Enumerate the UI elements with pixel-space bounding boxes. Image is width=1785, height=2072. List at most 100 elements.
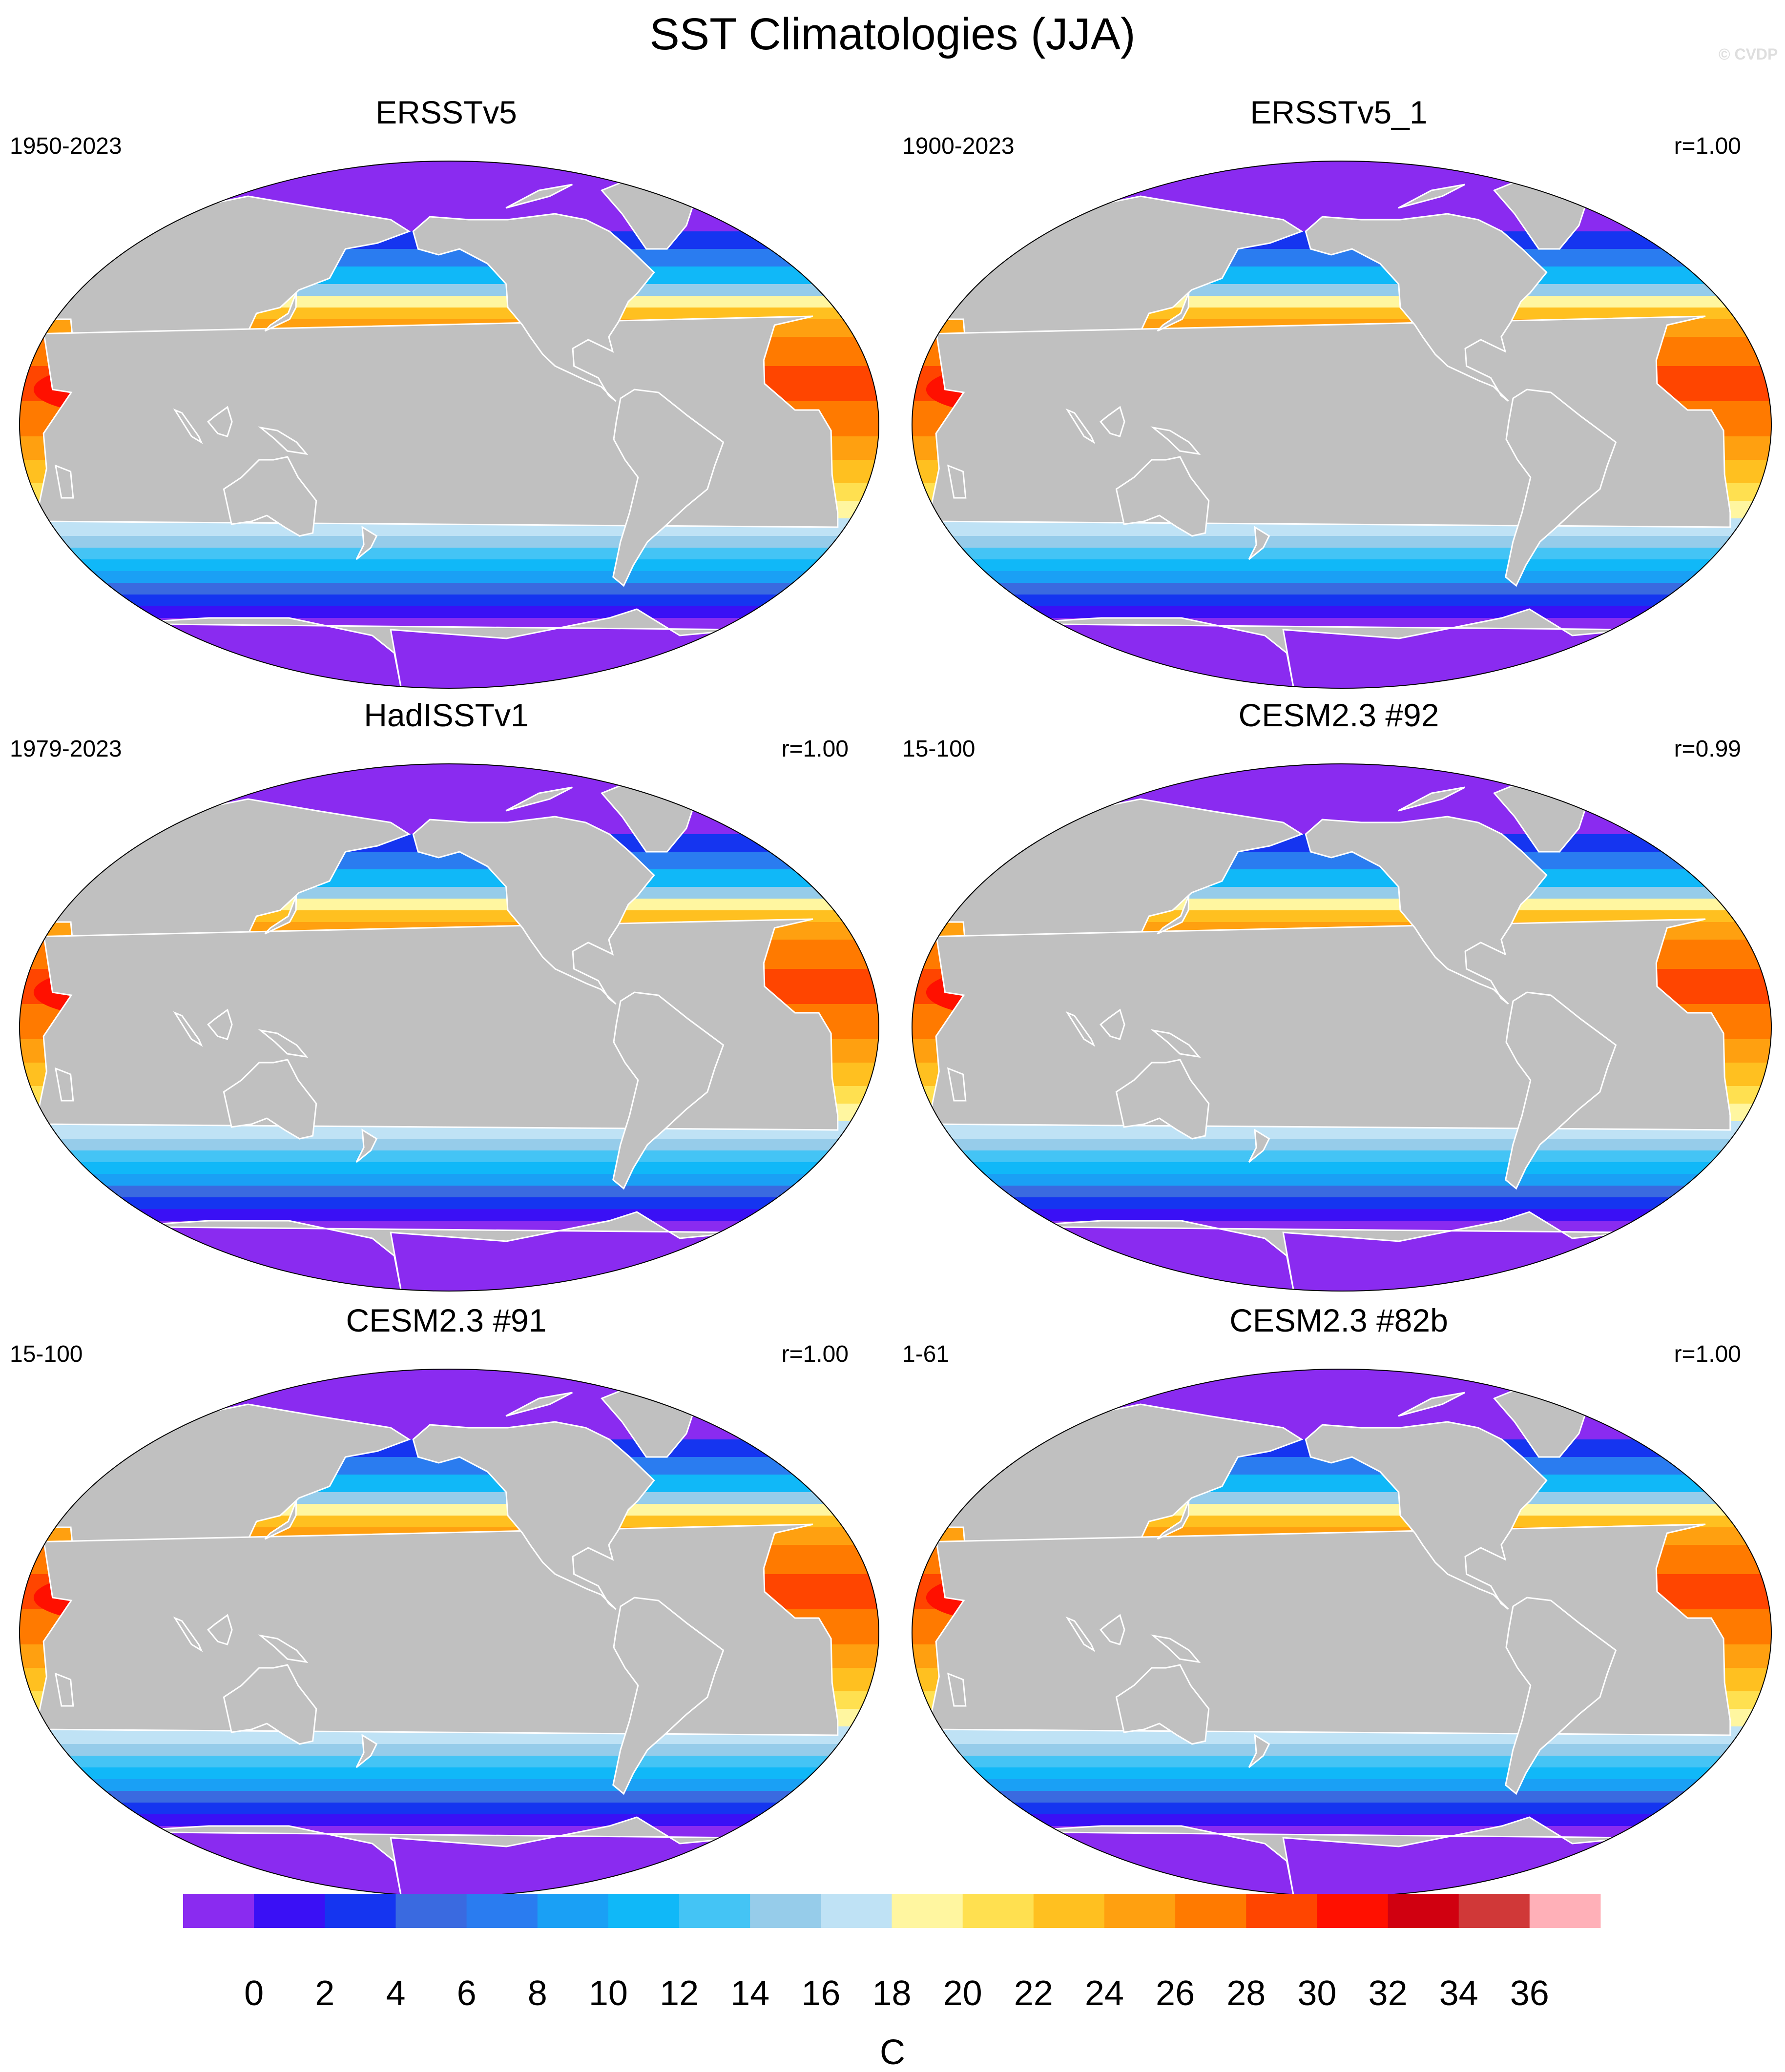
colorbar-tick-label: 18 xyxy=(872,1974,911,2013)
panel-title: CESM2.3 #82b xyxy=(1229,1302,1448,1338)
land-mass xyxy=(1157,1500,1190,1540)
colorbar-tick-label: 0 xyxy=(244,1974,264,2013)
sst-band xyxy=(20,583,879,595)
panel-period: 15-100 xyxy=(902,736,976,762)
land-mass xyxy=(1100,1614,1125,1645)
map-border xyxy=(912,763,1772,1292)
sst-band xyxy=(20,1174,879,1186)
land-mass xyxy=(207,406,233,437)
panel-title: HadISSTv1 xyxy=(364,697,529,733)
panel-cesm23-82b: CESM2.3 #82b 1-61 r=1.00 xyxy=(892,1296,1785,1901)
colorbar-swatch xyxy=(1529,1894,1601,1928)
map-border xyxy=(19,763,879,1292)
colorbar-tick-label: 36 xyxy=(1510,1974,1549,2013)
sst-band xyxy=(20,606,879,618)
land-mass xyxy=(926,918,1731,1131)
sst-map xyxy=(19,161,879,689)
sst-band xyxy=(912,1162,1771,1174)
land-mass xyxy=(1505,1597,1617,1795)
sst-band xyxy=(912,1814,1771,1826)
sst-band xyxy=(20,1814,879,1826)
sst-band xyxy=(20,1779,879,1791)
panel-correlation: r=1.00 xyxy=(781,1341,849,1367)
panel-ersstv5-1: ERSSTv5_1 1900-2023 r=1.00 xyxy=(892,88,1785,693)
sst-band xyxy=(912,548,1771,560)
map-border xyxy=(19,161,879,689)
land-mass xyxy=(264,895,297,935)
land-mass xyxy=(947,1672,967,1707)
colorbar-swatch xyxy=(962,1894,1034,1928)
land-mass xyxy=(1065,408,1096,444)
land-mass xyxy=(207,1614,233,1645)
land-mass xyxy=(926,1523,1731,1736)
land-mass xyxy=(1398,1392,1465,1417)
colorbar-swatch xyxy=(1033,1894,1105,1928)
sst-map xyxy=(912,1369,1772,1897)
colorbar-tick-label: 8 xyxy=(528,1974,547,2013)
sst-band xyxy=(20,1150,879,1163)
land-mass xyxy=(264,292,297,332)
land-mass xyxy=(1398,184,1465,209)
land-mass xyxy=(1150,1029,1201,1058)
sst-band xyxy=(20,1209,879,1221)
colorbar-tick-label: 20 xyxy=(943,1974,982,2013)
sst-band xyxy=(912,1150,1771,1163)
panel-correlation: r=1.00 xyxy=(1674,1341,1741,1367)
panel-correlation: r=1.00 xyxy=(781,736,849,762)
sst-band xyxy=(912,606,1771,618)
colorbar-unit-label: C xyxy=(880,2033,905,2072)
colorbar-swatch xyxy=(183,1894,254,1928)
sst-band xyxy=(20,1197,879,1210)
land-mass xyxy=(612,389,725,587)
land-mass xyxy=(1115,1059,1210,1140)
colorbar-swatch xyxy=(679,1894,750,1928)
sst-band xyxy=(20,1162,879,1174)
land-mass xyxy=(612,991,725,1190)
sst-band xyxy=(20,1139,879,1151)
sst-band xyxy=(20,1803,879,1815)
colorbar-tick-label: 28 xyxy=(1226,1974,1266,2013)
land-mass xyxy=(1248,526,1270,560)
land-mass xyxy=(355,1734,378,1768)
panel-period: 1900-2023 xyxy=(902,133,1015,159)
colorbar-swatch xyxy=(395,1894,467,1928)
land-mass xyxy=(1115,456,1210,537)
land-mass xyxy=(1305,213,1548,402)
sst-band xyxy=(912,1209,1771,1221)
colorbar-tick-label: 22 xyxy=(1014,1974,1053,2013)
land-mass xyxy=(258,1634,309,1663)
figure-title: SST Climatologies (JJA) xyxy=(649,9,1136,59)
land-mass xyxy=(355,526,378,560)
colorbar-tick-label: 10 xyxy=(589,1974,628,2013)
sst-band xyxy=(20,595,879,607)
sst-band xyxy=(20,548,879,560)
sst-band xyxy=(912,583,1771,595)
land-mass xyxy=(223,1059,317,1140)
land-mass xyxy=(1305,816,1548,1005)
land-mass xyxy=(1065,1616,1096,1652)
panel-cesm23-91: CESM2.3 #91 15-100 r=1.00 xyxy=(0,1296,892,1901)
colorbar-swatch xyxy=(1246,1894,1317,1928)
colorbar-tick-label: 14 xyxy=(730,1974,769,2013)
land-mass xyxy=(1065,1011,1096,1047)
land-mass xyxy=(33,1523,839,1736)
land-mass xyxy=(264,1500,297,1540)
panel-correlation: r=1.00 xyxy=(1674,133,1741,159)
panel-ersstv5: ERSSTv5 1950-2023 xyxy=(0,88,892,693)
land-mass xyxy=(33,315,839,528)
panel-period: 1950-2023 xyxy=(10,133,122,159)
sst-band xyxy=(912,571,1771,583)
land-mass xyxy=(1248,1128,1270,1163)
land-mass xyxy=(54,464,74,499)
land-mass xyxy=(223,1664,317,1745)
land-mass xyxy=(947,464,967,499)
panel-correlation: r=0.99 xyxy=(1674,736,1741,762)
land-mass xyxy=(412,1421,655,1610)
panel-cesm23-92: CESM2.3 #92 15-100 r=0.99 xyxy=(892,691,1785,1296)
land-mass xyxy=(355,1128,378,1163)
land-mass xyxy=(505,786,573,812)
land-mass xyxy=(258,426,309,455)
colorbar-tick-label: 12 xyxy=(660,1974,699,2013)
land-mass xyxy=(1305,1421,1548,1610)
land-mass xyxy=(33,918,839,1131)
